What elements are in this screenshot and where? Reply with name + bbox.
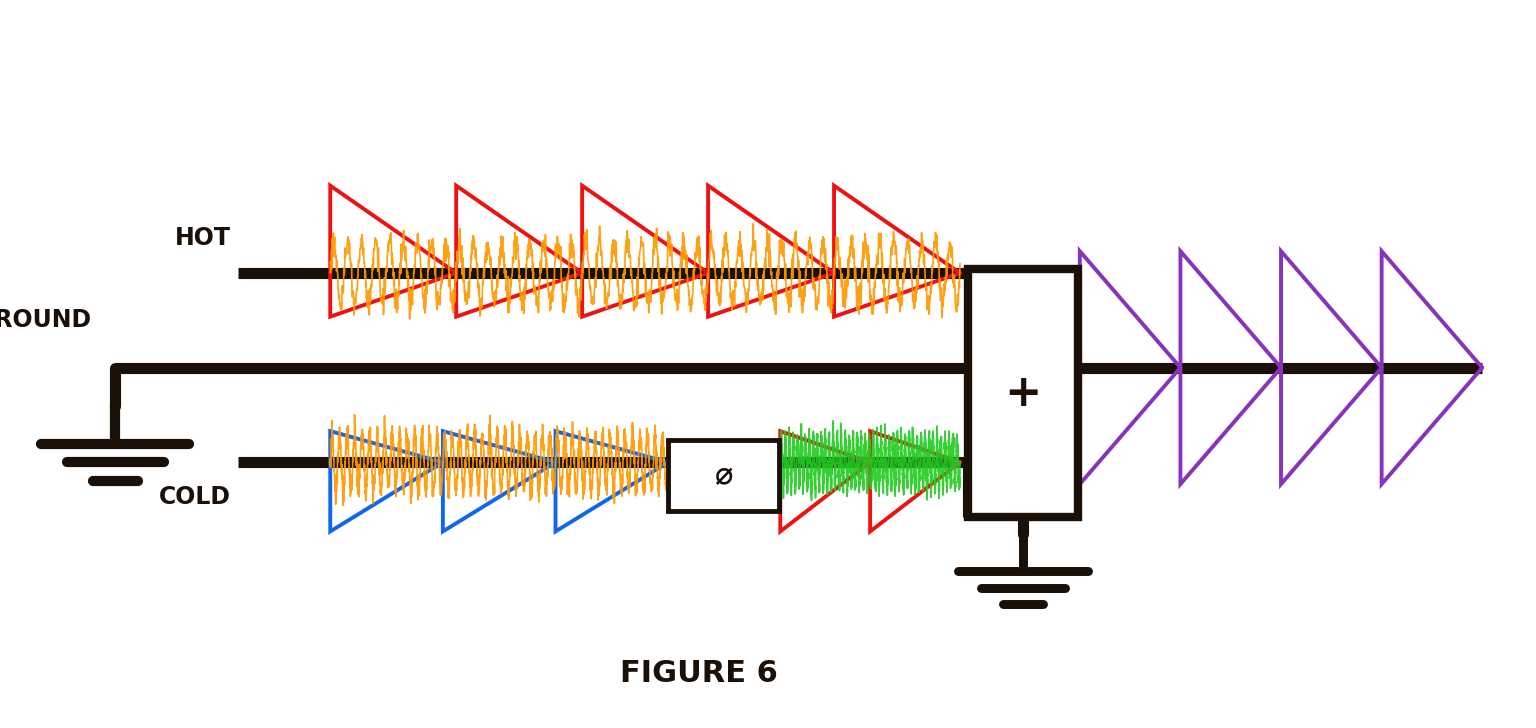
Bar	[668, 440, 779, 511]
Bar	[968, 269, 1078, 517]
Text: HOT: HOT	[175, 226, 230, 250]
Text: COLD: COLD	[158, 486, 230, 509]
Text: +: +	[1005, 371, 1041, 415]
Text: FIGURE 6: FIGURE 6	[621, 659, 777, 688]
Text: ⌀: ⌀	[714, 461, 733, 490]
Text: GROUND: GROUND	[0, 309, 92, 332]
